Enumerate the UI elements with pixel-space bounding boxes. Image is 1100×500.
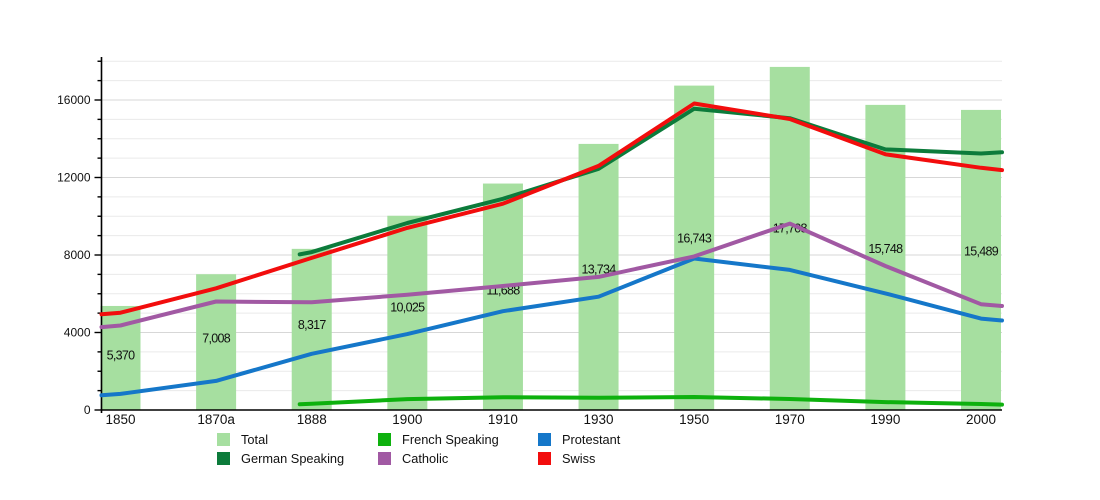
x-tick-label: 1910 xyxy=(488,412,518,427)
series-line-protestant xyxy=(99,256,1004,398)
legend-label: Catholic xyxy=(402,451,449,466)
total-bar xyxy=(961,109,1001,410)
x-tick-label: 1930 xyxy=(584,412,614,427)
bar-value-label: 5,370 xyxy=(107,348,136,362)
y-tick-label: 8000 xyxy=(64,248,91,262)
legend-item-protestant: Protestant xyxy=(538,430,620,449)
x-tick-label: 2000 xyxy=(966,412,996,427)
series-line-french-speaking xyxy=(297,395,1004,407)
y-tick-label: 12000 xyxy=(57,171,91,185)
total-bar xyxy=(674,85,715,411)
legend-label: Protestant xyxy=(562,432,621,447)
bar-value-label: 7,008 xyxy=(202,332,231,346)
legend-label: German Speaking xyxy=(241,451,345,466)
legend-swatch xyxy=(217,433,230,446)
series-line-catholic xyxy=(99,221,1004,330)
y-tick-label: 4000 xyxy=(64,326,91,340)
legend-swatch xyxy=(378,433,391,446)
legend-label: French Speaking xyxy=(402,432,499,447)
legend-swatch xyxy=(538,433,551,446)
legend-swatch xyxy=(378,452,391,465)
legend-swatch xyxy=(538,452,551,465)
total-bar xyxy=(387,215,428,410)
total-bar xyxy=(291,248,332,410)
y-tick-label: 0 xyxy=(84,403,91,417)
legend-item-german-speaking: German Speaking xyxy=(217,449,378,468)
legend-label: Swiss xyxy=(562,451,596,466)
legend-item-swiss: Swiss xyxy=(538,449,620,468)
legend-item-total: Total xyxy=(217,430,378,449)
legend-item-catholic: Catholic xyxy=(378,449,538,468)
x-tick-label: 1900 xyxy=(392,412,422,427)
x-tick-label: 1970 xyxy=(775,412,805,427)
x-tick-label: 1950 xyxy=(679,412,709,427)
legend-item-french-speaking: French Speaking xyxy=(378,430,538,449)
x-tick-label: 1888 xyxy=(297,412,327,427)
series-line-german-speaking xyxy=(297,106,1004,257)
legend-label: Total xyxy=(241,432,269,447)
x-tick-label: 1870a xyxy=(197,412,235,427)
bar-value-label: 15,489 xyxy=(964,244,999,258)
bar-value-label: 15,748 xyxy=(868,242,903,256)
bar-value-label: 16,743 xyxy=(677,232,712,246)
series-line-swiss xyxy=(99,101,1004,317)
chart-legend: Total German Speaking French Speaking Catho… xyxy=(217,430,620,468)
legend-swatch xyxy=(217,452,230,465)
x-tick-label: 1850 xyxy=(105,412,135,427)
x-tick-label: 1990 xyxy=(870,412,900,427)
total-bar xyxy=(482,183,523,410)
bar-value-label: 8,317 xyxy=(298,318,327,332)
total-bar xyxy=(196,274,237,410)
y-tick-label: 16000 xyxy=(57,93,91,107)
bar-value-label: 10,025 xyxy=(390,301,425,315)
